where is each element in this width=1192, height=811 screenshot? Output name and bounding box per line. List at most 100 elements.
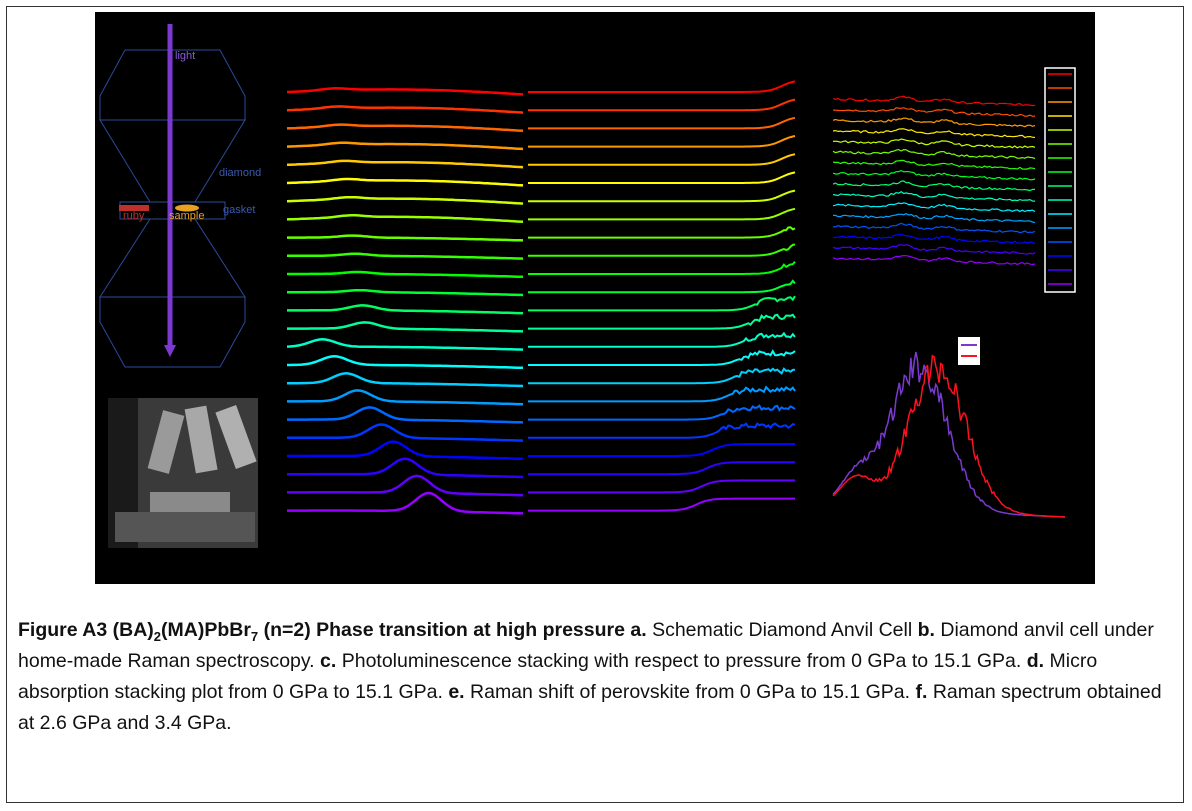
spectrum-curve xyxy=(286,338,524,351)
spectrum-curve xyxy=(528,313,796,330)
spectrum-curve xyxy=(528,497,795,512)
caption-run: Schematic Diamond Anvil Cell xyxy=(652,619,913,641)
caption-run: Photoluminescence stacking with respect … xyxy=(341,650,1022,672)
light-label: light xyxy=(175,50,195,62)
caption-run: Diamond anvil cell under home-made Raman… xyxy=(18,619,1154,672)
spectrum-curve xyxy=(287,304,524,315)
spectrum-curve xyxy=(286,214,524,224)
photo-objective xyxy=(215,405,257,469)
spectrum-curve xyxy=(528,367,796,385)
spectrum-curve xyxy=(832,128,1036,139)
spectrum-curve xyxy=(528,422,796,439)
caption-run: Figure A3 (BA) xyxy=(18,619,154,641)
spectrum-curve xyxy=(528,226,796,239)
spectrum-curve xyxy=(832,180,1035,192)
spectrum-curve xyxy=(286,159,524,169)
diamond-label: diamond xyxy=(219,167,261,179)
caption-run: 7 xyxy=(250,628,259,644)
spectrum-curve xyxy=(832,354,1066,518)
photo xyxy=(108,398,258,548)
spectrum-curve xyxy=(833,222,1036,234)
spectrum-curve xyxy=(528,135,796,148)
spectrum-curve xyxy=(528,243,796,257)
spectrum-curve xyxy=(287,423,524,442)
spectrum-curve xyxy=(528,116,796,130)
spectrum-curve xyxy=(286,141,524,151)
spectrum-curve xyxy=(832,148,1036,160)
spectrum-curve xyxy=(528,261,796,275)
spectrum-curve xyxy=(287,321,524,333)
spectrum-curve xyxy=(528,80,796,93)
caption-run: f. xyxy=(915,681,928,703)
spectrum-curve xyxy=(286,195,524,205)
spectrum-curve xyxy=(832,138,1036,149)
spectrum-curve xyxy=(287,234,524,242)
spectrum-curve xyxy=(832,254,1036,266)
frame xyxy=(6,6,1184,803)
caption-run: d. xyxy=(1026,650,1045,672)
photo-base xyxy=(115,512,255,542)
figure: light diamond gasket ruby sample xyxy=(95,12,1095,584)
spectrum-curve xyxy=(528,479,795,494)
lower-diamond xyxy=(99,296,246,368)
caption: Figure A3 (BA)2(MA)PbBr7 (n=2) Phase tra… xyxy=(18,615,1178,739)
spectrum-curve xyxy=(528,331,796,348)
caption-run: (n=2) Phase transition at high pressure … xyxy=(263,619,647,641)
spectrum-curve xyxy=(287,406,524,424)
caption-run: 2 xyxy=(153,628,162,644)
spectrum-curve xyxy=(528,295,796,312)
spectrum-curve xyxy=(287,491,524,515)
caption-run: Raman shift of perovskite from 0 GPa to … xyxy=(470,681,911,703)
spectrum-curve xyxy=(832,107,1036,117)
spectrum-curve xyxy=(287,288,524,297)
legend-box xyxy=(1044,67,1076,293)
spectrum-curve xyxy=(528,207,796,221)
spectrum-curve xyxy=(528,171,796,184)
light-arrowhead xyxy=(164,345,176,357)
sample xyxy=(175,204,199,212)
spectrum-curve xyxy=(832,233,1036,245)
spectrum-curve xyxy=(832,351,1066,518)
legend-box xyxy=(958,337,980,365)
spectrum-curve xyxy=(832,202,1036,213)
spectrum-curve xyxy=(287,474,524,497)
spectrum-curve xyxy=(286,123,524,133)
caption-run: Micro absorption stacking plot from 0 GP… xyxy=(18,650,1098,703)
spectrum-curve xyxy=(287,355,524,370)
ruby-label: ruby xyxy=(123,210,145,222)
sample-label: sample xyxy=(169,210,204,222)
gasket-label: gasket xyxy=(223,204,255,216)
caption-run: b. xyxy=(917,619,935,641)
caption-run: e. xyxy=(448,681,465,703)
figure-background xyxy=(95,12,1095,584)
spectrum-curve xyxy=(833,213,1036,224)
spectrum-curve xyxy=(287,372,524,388)
spectrum-curve xyxy=(286,87,524,96)
spectrum-curve xyxy=(287,270,524,279)
spectrum-curve xyxy=(832,95,1036,107)
spectrum-curve xyxy=(528,189,796,203)
spectrum-curve xyxy=(528,404,796,421)
spectrum-curve xyxy=(287,457,524,479)
spectrum-curve xyxy=(287,440,524,461)
photo-objective xyxy=(184,405,218,474)
spectrum-curve xyxy=(528,349,796,366)
caption-run: (MA)PbBr xyxy=(161,619,251,641)
spectrum-curve xyxy=(287,389,524,406)
spectrum-curve xyxy=(832,244,1036,255)
spectrum-curve xyxy=(528,153,796,166)
photo-stage xyxy=(150,492,230,512)
spectrum-curve xyxy=(832,169,1036,181)
spectra xyxy=(286,67,1076,518)
spectrum-curve xyxy=(832,159,1036,170)
spectrum-curve xyxy=(832,190,1036,202)
caption-run: c. xyxy=(320,650,337,672)
spectrum-curve xyxy=(528,385,796,403)
ruby xyxy=(119,205,149,211)
spectrum-curve xyxy=(832,117,1036,128)
spectrum-curve xyxy=(286,105,524,114)
spectrum-curve xyxy=(528,461,795,476)
spectrum-curve xyxy=(528,98,796,112)
spectrum-curve xyxy=(528,279,796,294)
